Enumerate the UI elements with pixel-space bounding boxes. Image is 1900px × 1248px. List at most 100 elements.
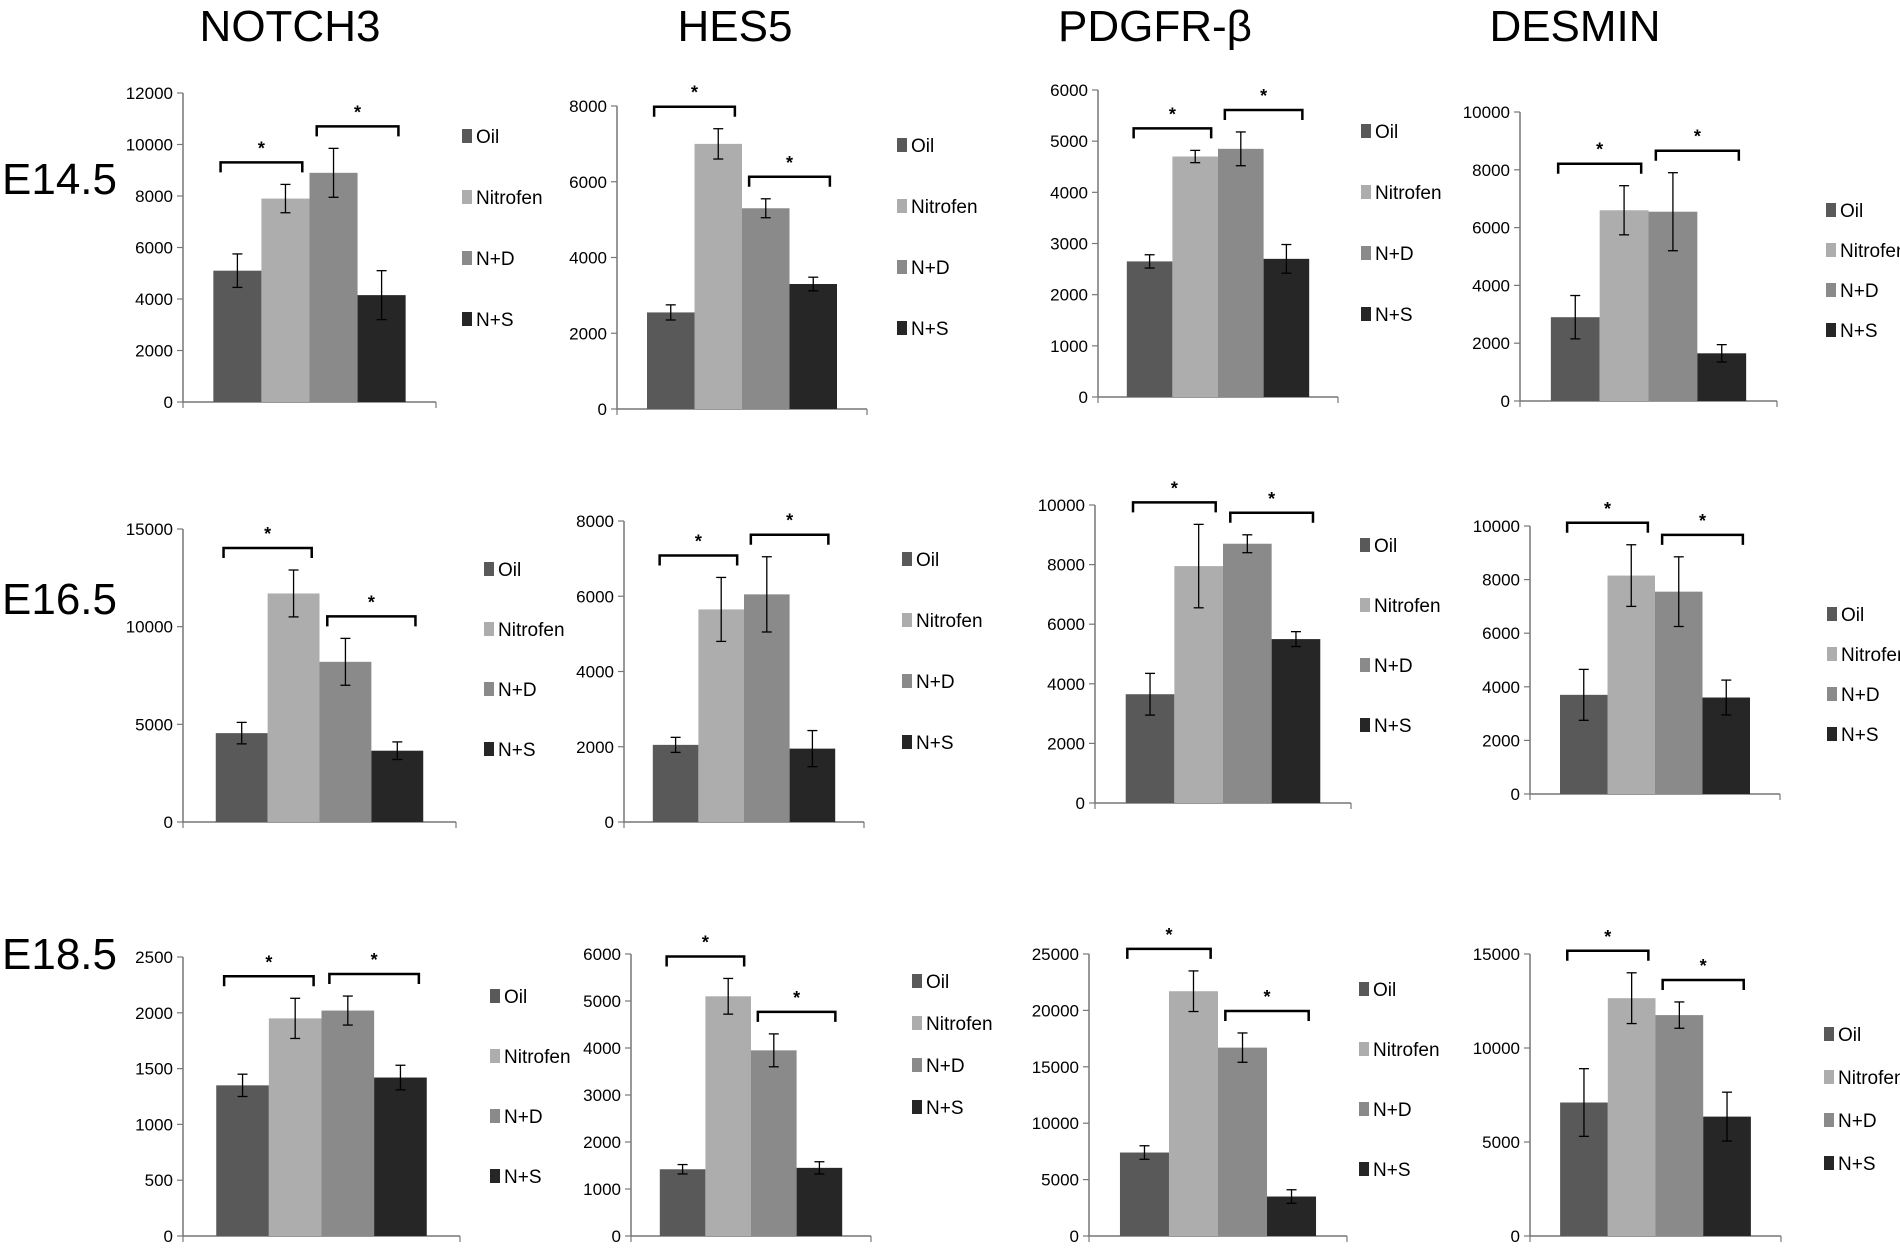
significance-star: * xyxy=(793,988,800,1008)
legend-swatch xyxy=(912,1100,922,1114)
y-tick-label: 4000 xyxy=(135,290,173,309)
y-tick-label: 2000 xyxy=(583,1133,621,1152)
y-tick-label: 8000 xyxy=(576,512,614,531)
significance-bracket xyxy=(328,972,421,985)
y-tick-label: 8000 xyxy=(1482,571,1520,590)
y-tick-label: 2000 xyxy=(1050,286,1088,305)
panel-hes5-e18-5: 0 1000 2000 3000 4000 5000 6000 * * Oil Nitrofen N+… xyxy=(583,932,992,1246)
legend-label: N+D xyxy=(1373,1100,1412,1121)
y-tick-label: 0 xyxy=(164,1227,173,1246)
significance-star: * xyxy=(265,952,272,972)
y-tick-label: 20000 xyxy=(1032,1001,1079,1020)
significance-bracket xyxy=(1131,501,1217,513)
legend-swatch xyxy=(1827,687,1837,701)
y-tick-label: 1000 xyxy=(583,1180,621,1199)
significance-star: * xyxy=(691,83,698,103)
significance-bracket xyxy=(219,161,304,173)
legend-swatch xyxy=(484,682,494,696)
bar-nitrofen xyxy=(1607,998,1656,1236)
significance-bracket xyxy=(1556,162,1643,174)
y-tick-label: 6000 xyxy=(135,239,173,258)
legend-label: Nitrofen xyxy=(1373,1040,1440,1061)
legend-swatch xyxy=(912,974,922,988)
legend-swatch xyxy=(490,1049,500,1063)
legend-swatch xyxy=(902,735,912,749)
significance-bracket xyxy=(747,175,832,187)
bar-nitrofen xyxy=(698,609,744,822)
significance-star: * xyxy=(1604,927,1611,947)
legend-swatch xyxy=(1361,246,1371,260)
y-tick-label: 0 xyxy=(605,813,614,832)
significance-bracket xyxy=(222,975,315,987)
column-title-desmin: DESMIN xyxy=(1489,2,1661,51)
significance-star: * xyxy=(1264,987,1271,1007)
legend-label: N+S xyxy=(926,1098,964,1119)
legend-swatch xyxy=(1826,283,1836,297)
legend-swatch xyxy=(902,613,912,627)
y-tick-label: 0 xyxy=(598,400,607,419)
legend-label: Oil xyxy=(916,550,939,571)
legend-label: Nitrofen xyxy=(1838,1068,1900,1089)
y-tick-label: 0 xyxy=(164,813,173,832)
legend-label: N+S xyxy=(476,310,514,331)
y-tick-label: 6000 xyxy=(1482,624,1520,643)
bar-nd xyxy=(742,208,790,409)
significance-star: * xyxy=(354,102,361,122)
legend-label: Oil xyxy=(498,560,521,581)
bar-nitrofen xyxy=(1607,575,1655,794)
significance-bracket xyxy=(652,105,737,117)
y-tick-label: 1500 xyxy=(135,1060,173,1079)
legend-label: Oil xyxy=(1841,605,1864,626)
y-tick-label: 6000 xyxy=(1050,81,1088,100)
legend-swatch xyxy=(912,1016,922,1030)
significance-bracket xyxy=(1660,533,1745,545)
y-tick-label: 2000 xyxy=(576,738,614,757)
bar-nd xyxy=(1218,1047,1268,1236)
legend-label: N+S xyxy=(911,319,949,340)
panel-pdgfr-e18-5: 0 5000 10000 15000 20000 25000 * * Oil Nitrofen N+… xyxy=(1032,925,1440,1246)
significance-star: * xyxy=(702,932,709,952)
significance-bracket xyxy=(749,533,830,545)
y-tick-label: 2000 xyxy=(135,1004,173,1023)
legend-label: N+D xyxy=(1838,1111,1877,1132)
y-tick-label: 6000 xyxy=(1472,219,1510,238)
significance-star: * xyxy=(371,950,378,970)
legend-label: N+S xyxy=(1838,1154,1876,1175)
bar-oil xyxy=(1126,261,1173,397)
y-tick-label: 4000 xyxy=(1472,276,1510,295)
significance-bracket xyxy=(1126,947,1212,959)
significance-star: * xyxy=(1260,86,1267,106)
panel-desmin-e14-5: 0 2000 4000 6000 8000 10000 * * Oil Nitrofen N+D N+… xyxy=(1463,103,1900,411)
panel-notch3-e18-5: 0 500 1000 1500 2000 2500 * * Oil Nitrofen N+D N+S xyxy=(135,948,570,1246)
y-tick-label: 4000 xyxy=(569,249,607,268)
y-tick-label: 8000 xyxy=(1047,556,1085,575)
y-tick-label: 10000 xyxy=(126,618,173,637)
legend-label: N+S xyxy=(1841,725,1879,746)
y-tick-label: 2500 xyxy=(135,948,173,967)
y-tick-label: 8000 xyxy=(135,187,173,206)
panel-hes5-e16-5: 0 2000 4000 6000 8000 * * Oil Nitrofen N+D N+S xyxy=(576,511,982,832)
legend-label: N+D xyxy=(498,680,537,701)
row-label-e16: E16.5 xyxy=(2,575,117,624)
row-label-e18: E18.5 xyxy=(2,930,117,979)
legend-label: Oil xyxy=(1373,980,1396,1001)
bar-oil xyxy=(213,270,262,402)
y-tick-label: 8000 xyxy=(569,97,607,116)
legend-swatch xyxy=(462,190,472,204)
bar-nd xyxy=(1655,1015,1704,1236)
bar-ns xyxy=(789,284,837,409)
y-tick-label: 15000 xyxy=(126,520,173,539)
y-tick-label: 4000 xyxy=(576,663,614,682)
legend-label: Nitrofen xyxy=(926,1014,993,1035)
y-tick-label: 2000 xyxy=(1482,731,1520,750)
panel-hes5-e14-5: 0 2000 4000 6000 8000 * * Oil Nitrofen N+D N+S xyxy=(569,83,977,419)
bar-oil xyxy=(215,733,268,822)
significance-bracket xyxy=(665,955,746,967)
y-tick-label: 2000 xyxy=(1472,334,1510,353)
significance-star: * xyxy=(695,531,702,551)
legend-label: Nitrofen xyxy=(1374,596,1441,617)
legend-label: N+D xyxy=(1840,281,1879,302)
bar-oil xyxy=(659,1169,706,1236)
bar-nitrofen xyxy=(261,198,310,402)
